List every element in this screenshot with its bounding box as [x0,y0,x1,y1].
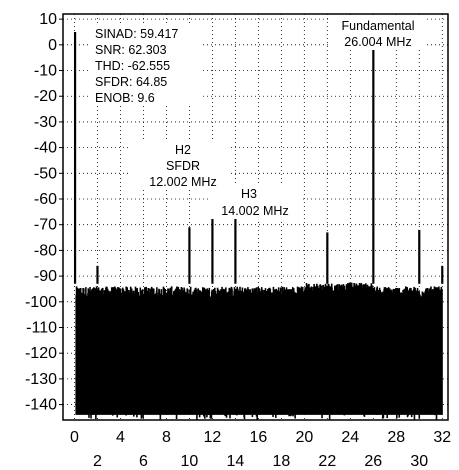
fundamental-freq: 26.004 MHz [344,35,411,49]
h3-freq: 14.002 MHz [221,204,288,218]
y-tick-label: -10 [34,63,57,80]
y-tick-label: 0 [48,37,57,54]
x-tick-label: 16 [249,429,267,446]
x-tick-label: 20 [295,429,313,446]
plot-frame [62,13,449,421]
x-tick-label: 26 [364,453,382,470]
x-tick-label: 6 [139,453,148,470]
y-tick-label: -80 [34,242,57,259]
x-tick-label: 0 [70,429,79,446]
y-tick-label: -120 [25,345,57,362]
x-tick-label: 14 [226,453,244,470]
metric-sinad: SINAD: 59.417 [95,27,178,41]
metrics-box-bg [91,24,200,106]
y-tick-label: -90 [34,268,57,285]
y-tick-label: -30 [34,114,57,131]
x-tick-label: 12 [204,429,222,446]
x-tick-label: 2 [93,453,102,470]
h2-freq: 12.002 MHz [149,175,216,189]
h3-label-bg [208,186,302,219]
h3-annotation: H3 14.002 MHz [208,186,302,219]
y-tick-label: -20 [34,88,57,105]
x-tick-label: 28 [387,429,405,446]
x-tick-label: 10 [181,453,199,470]
x-tick-label: 30 [410,453,428,470]
x-tick-label: 8 [162,429,171,446]
y-tick-label: 10 [39,11,57,28]
y-tick-label: -50 [34,165,57,182]
spectrum-layer [73,31,444,420]
y-tick-label: -110 [26,319,57,336]
y-tick-label: -70 [34,217,57,234]
h2-title: H2 [175,143,191,157]
fundamental-title: Fundamental [342,19,415,33]
x-tick-label: 22 [318,453,336,470]
metric-snr: SNR: 62.303 [95,43,167,57]
noise-floor [75,282,443,420]
y-tick-label: -40 [34,140,57,157]
metric-enob: ENOB: 9.6 [95,91,155,105]
h2-annotation: H2 SFDR 12.002 MHz [130,142,228,190]
metric-thd: THD: -62.555 [95,59,170,73]
y-tick-label: -130 [25,371,57,388]
metrics-box: SINAD: 59.417 SNR: 62.303 THD: -62.555 S… [91,24,200,106]
h3-title: H3 [241,187,257,201]
fundamental-annotation: Fundamental 26.004 MHz [330,17,424,50]
x-tick-label: 32 [433,429,451,446]
y-tick-label: -140 [25,397,57,414]
y-tick-label: -60 [34,191,57,208]
h2-sfdr-label: SFDR [166,159,200,173]
x-tick-label: 24 [341,429,359,446]
metric-sfdr: SFDR: 64.85 [95,75,167,89]
x-tick-label: 18 [272,453,290,470]
y-tick-labels: 10 0 -10 -20 -30 -40 -50 -60 -70 -80 -90 -100 -110 -1… [25,11,63,414]
x-tick-label: 4 [116,429,125,446]
fundamental-label-bg [330,17,424,50]
y-tick-label: -100 [25,294,57,311]
h2-label-bg [130,142,228,190]
x-tick-labels: 0 4 8 12 16 20 24 28 322 6 10 14 18 22 26 30 [70,429,451,470]
